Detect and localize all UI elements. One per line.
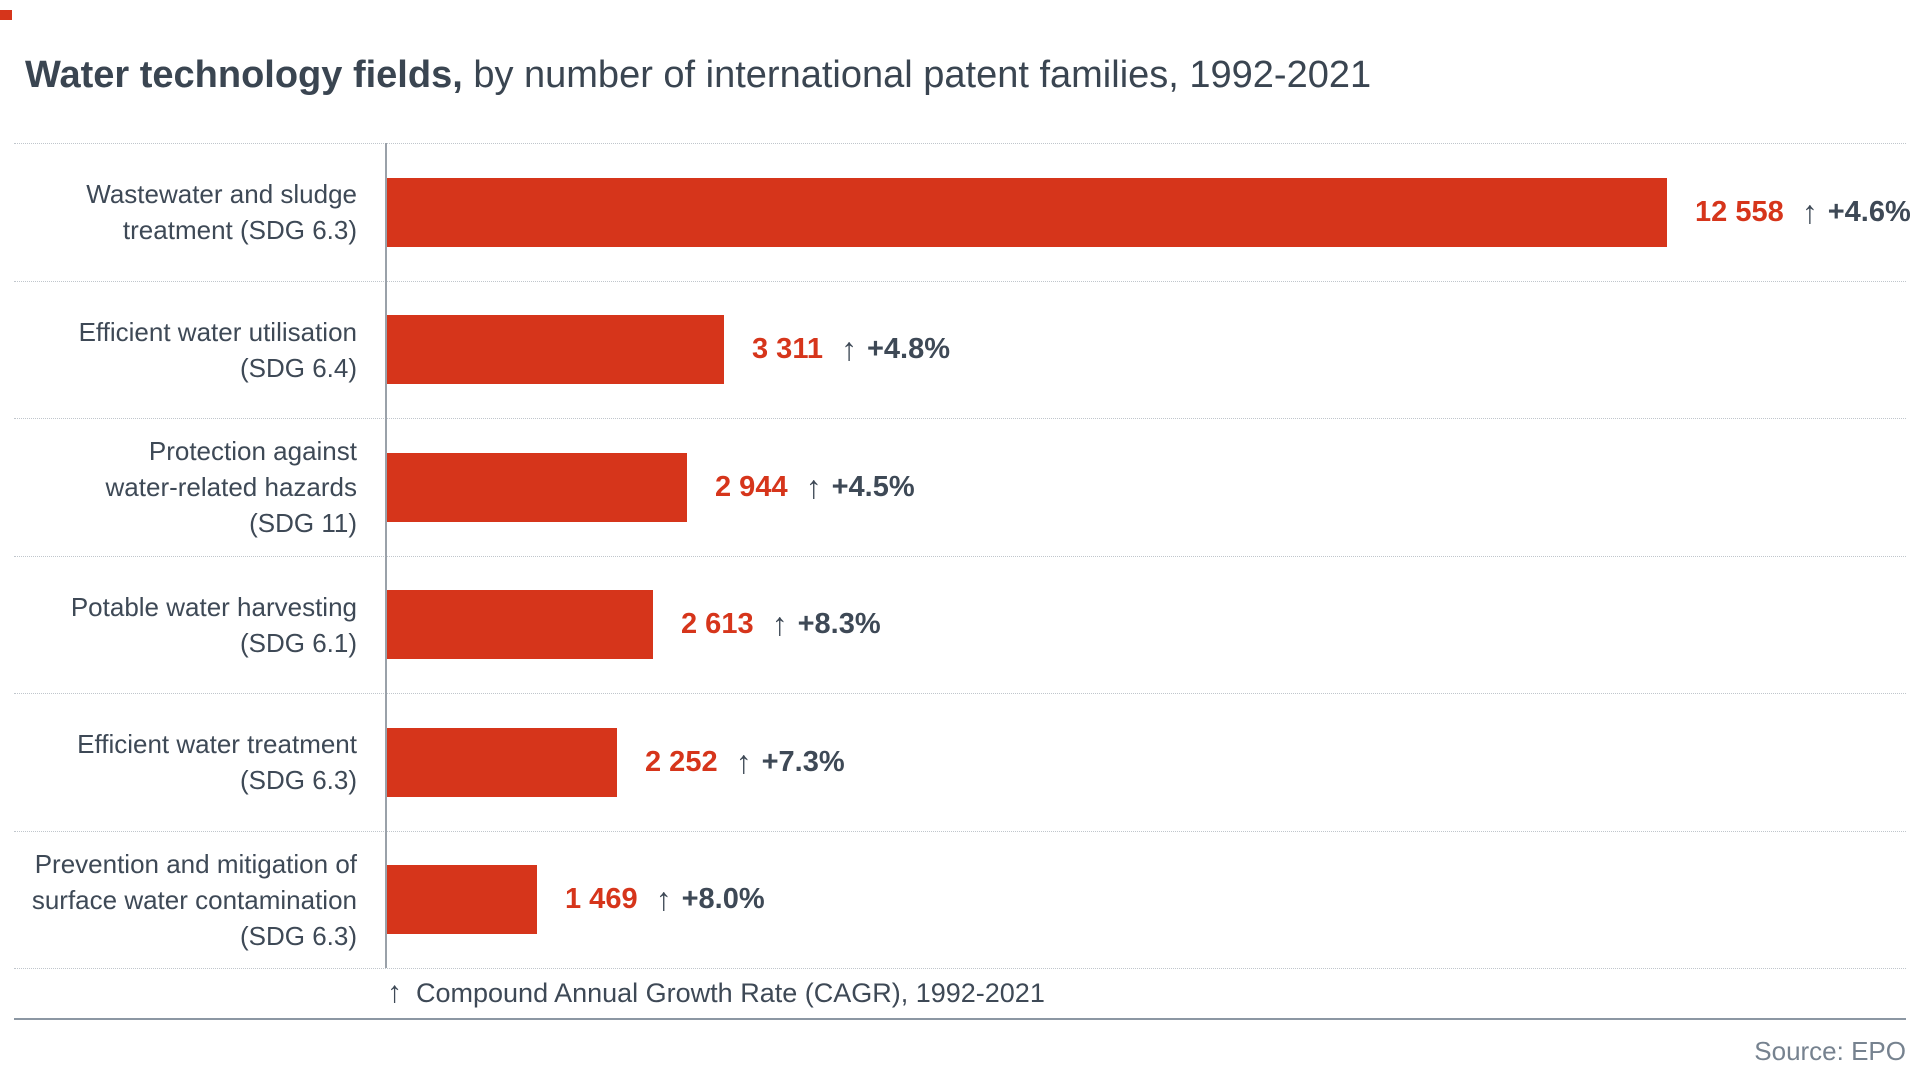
value-group: 2 944 ↑ +4.5% (715, 469, 915, 506)
category-label: Efficient water treatment (SDG 6.3) (77, 729, 357, 796)
page-title: Water technology fields, by number of in… (25, 53, 1880, 99)
bar-value: 2 944 (715, 470, 788, 503)
source-note: Source: EPO (1754, 1036, 1906, 1066)
bar-zone: 3 311 ↑ +4.8% (387, 315, 1906, 385)
up-arrow-icon: ↑ (1801, 193, 1818, 230)
value-group: 3 311 ↑ +4.8% (752, 331, 950, 368)
page-title-bold: Water technology fields, (25, 54, 463, 97)
bar (387, 315, 724, 385)
category-label: Efficient water utilisation (SDG 6.4) (78, 316, 357, 383)
cagr-value: +4.6% (1827, 195, 1911, 228)
chart-rows: Wastewater and sludge treatment (SDG 6.3)… (14, 143, 1911, 969)
bar (387, 727, 617, 797)
bar-zone: 2 613 ↑ +8.3% (387, 590, 1906, 660)
category-label: Prevention and mitigation of surface wate… (31, 848, 357, 951)
cagr-value: +7.3% (761, 745, 845, 778)
bar-value: 2 252 (645, 745, 718, 778)
brand-accent-dash (0, 10, 12, 20)
bar-value: 12 558 (1695, 195, 1784, 228)
bar-value: 3 311 (752, 333, 823, 366)
value-group: 2 252 ↑ +7.3% (645, 744, 845, 781)
bar (387, 865, 537, 935)
bar-value: 1 469 (565, 883, 638, 916)
page-title-rest: by number of international patent famili… (462, 54, 1372, 97)
cagr-value: +4.8% (866, 333, 951, 366)
cagr-value: +8.3% (797, 608, 881, 641)
bar-zone: 2 944 ↑ +4.5% (387, 452, 1906, 522)
bar-zone: 12 558 ↑ +4.6% (387, 177, 1911, 247)
up-arrow-icon: ↑ (735, 743, 752, 780)
up-arrow-icon: ↑ (387, 976, 402, 1009)
chart-row: Wastewater and sludge treatment (SDG 6.3)… (14, 143, 1911, 281)
cagr-legend: ↑ Compound Annual Growth Rate (CAGR), 19… (387, 968, 1045, 1018)
footer-divider (14, 1018, 1906, 1020)
cagr-legend-label: Compound Annual Growth Rate (CAGR), 1992… (416, 977, 1045, 1008)
bar-value: 2 613 (681, 608, 754, 641)
bar (387, 590, 653, 660)
bar (387, 177, 1667, 247)
y-axis-line (385, 143, 387, 968)
cagr-value: +8.0% (681, 883, 765, 916)
bar (387, 452, 687, 522)
chart-row: Efficient water utilisation (SDG 6.4) 3 3… (14, 280, 1906, 419)
bar-zone: 2 252 ↑ +7.3% (387, 727, 1906, 797)
up-arrow-icon: ↑ (655, 881, 672, 918)
category-label: Potable water harvesting (SDG 6.1) (70, 591, 357, 658)
value-group: 12 558 ↑ +4.6% (1695, 194, 1911, 231)
bar-chart: Wastewater and sludge treatment (SDG 6.3)… (14, 143, 1911, 969)
category-label: Protection against water-related hazards(… (105, 436, 357, 539)
chart-row: Protection against water-related hazards(… (14, 418, 1906, 556)
chart-row: Potable water harvesting (SDG 6.1) 2 613 … (14, 555, 1906, 694)
value-group: 2 613 ↑ +8.3% (681, 606, 881, 643)
up-arrow-icon: ↑ (840, 331, 857, 368)
chart-row: Efficient water treatment (SDG 6.3) 2 252… (14, 693, 1906, 831)
category-label: Wastewater and sludge treatment (SDG 6.3) (86, 179, 357, 246)
up-arrow-icon: ↑ (771, 606, 788, 643)
up-arrow-icon: ↑ (805, 468, 822, 505)
bar-zone: 1 469 ↑ +8.0% (387, 865, 1906, 935)
value-group: 1 469 ↑ +8.0% (565, 881, 765, 918)
cagr-value: +4.5% (831, 470, 915, 503)
chart-row: Prevention and mitigation of surface wate… (14, 830, 1906, 969)
